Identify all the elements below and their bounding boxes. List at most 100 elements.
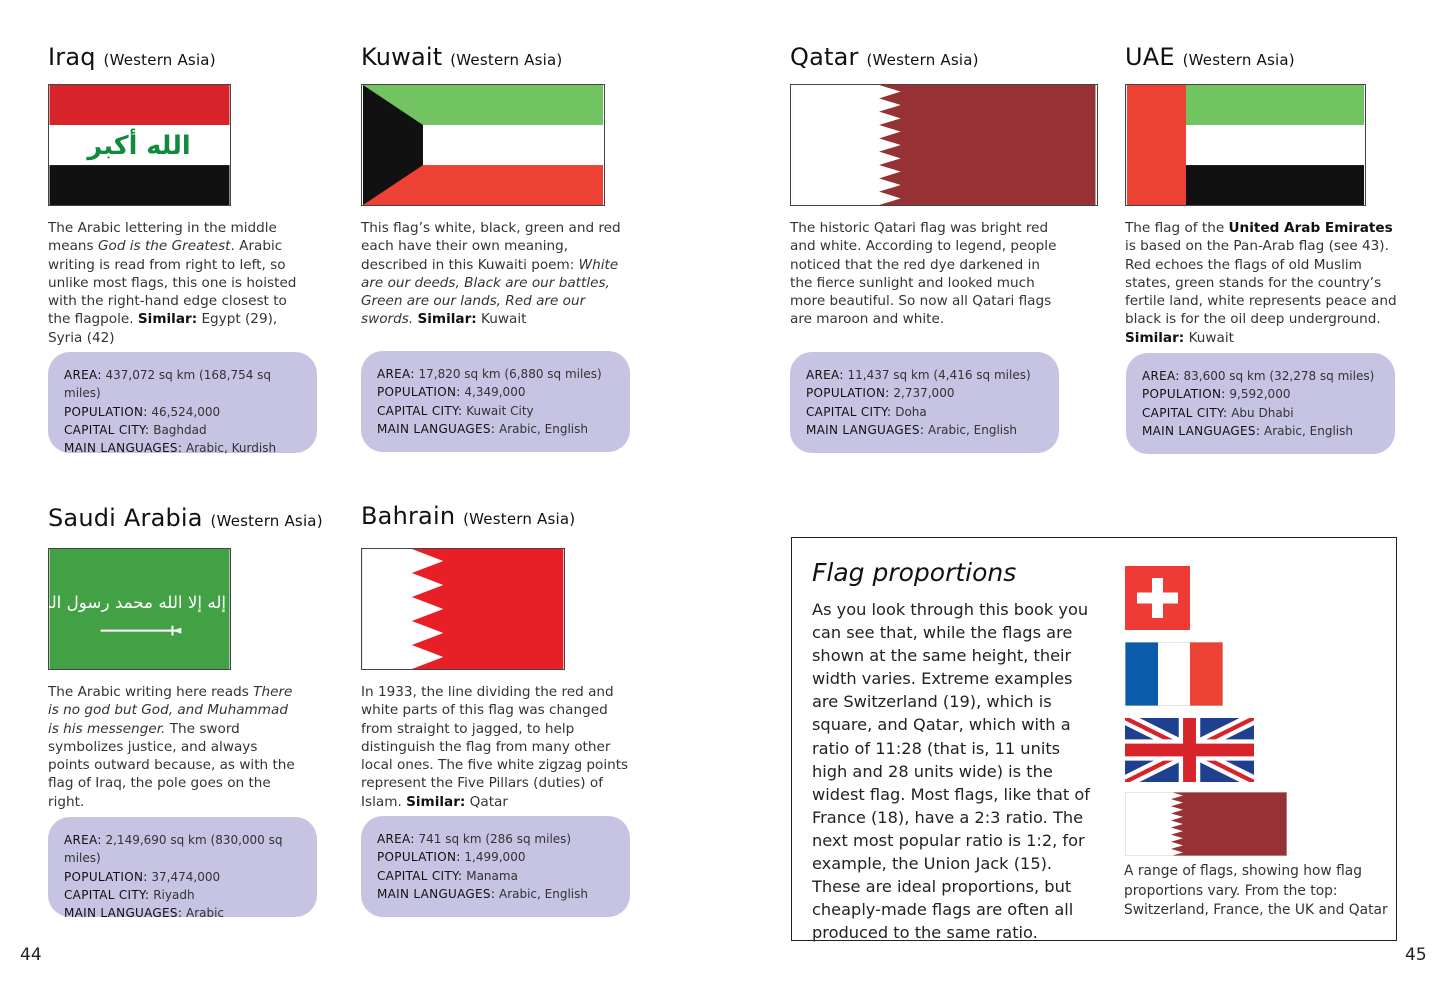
bold-text: Similar:	[137, 311, 198, 328]
fact-row: AREA: 17,820 sq km (6,880 sq miles)	[377, 365, 614, 383]
description-bahrain: In 1933, the line dividing the red and w…	[361, 683, 636, 811]
fact-value: Arabic, English	[1260, 423, 1353, 438]
fact-value: Arabic, English	[495, 886, 588, 901]
facts-kuwait: AREA: 17,820 sq km (6,880 sq miles) POPUL…	[361, 351, 630, 452]
fact-label: POPULATION:	[377, 385, 461, 400]
flag-qatar	[790, 84, 1098, 206]
fact-value: Kuwait City	[462, 403, 534, 418]
country-name: Qatar	[790, 43, 859, 71]
fact-value: Manama	[462, 868, 518, 883]
fact-label: MAIN LANGUAGES:	[377, 421, 496, 436]
page-number-right: 45	[1405, 945, 1427, 965]
text-segment: In 1933, the line dividing the red and w…	[361, 684, 629, 810]
facts-uae: AREA: 83,600 sq km (32,278 sq miles) POPU…	[1126, 353, 1395, 454]
fact-row: AREA: 437,072 sq km (168,754 sq miles)	[64, 366, 301, 403]
country-title-qatar: Qatar (Western Asia)	[790, 43, 979, 71]
fact-value: 4,349,000	[460, 385, 526, 400]
text-segment: Kuwait	[1184, 329, 1234, 346]
facts-saudi-arabia: AREA: 2,149,690 sq km (830,000 sq miles)…	[48, 817, 317, 920]
fact-value: 9,592,000	[1225, 387, 1291, 402]
fact-label: POPULATION:	[806, 386, 890, 401]
country-title-bahrain: Bahrain (Western Asia)	[361, 502, 575, 530]
fact-label: POPULATION:	[64, 869, 148, 884]
text-segment: Kuwait	[476, 311, 527, 328]
fact-label: CAPITAL CITY:	[377, 403, 463, 418]
fact-value: 37,474,000	[147, 869, 221, 884]
fact-row: POPULATION: 2,737,000	[806, 384, 1043, 402]
region-label: (Western Asia)	[463, 510, 576, 528]
description-iraq: The Arabic lettering in the middle means…	[48, 219, 310, 347]
fact-value: 83,600 sq km (32,278 sq miles)	[1179, 369, 1375, 383]
country-name: Iraq	[48, 43, 96, 71]
fact-label: AREA:	[377, 367, 415, 381]
fact-label: MAIN LANGUAGES:	[377, 886, 496, 901]
fact-label: MAIN LANGUAGES:	[64, 441, 183, 456]
fact-label: CAPITAL CITY:	[64, 422, 150, 437]
italic-text: God is the Greatest	[97, 238, 231, 255]
text-segment: The historic Qatari flag was bright red …	[790, 220, 1057, 328]
region-label: (Western Asia)	[1182, 51, 1295, 69]
fact-row: CAPITAL CITY: Baghdad	[64, 421, 301, 439]
fact-label: MAIN LANGUAGES:	[1142, 423, 1261, 438]
fact-value: Arabic, English	[495, 421, 588, 436]
text-segment: . Arabic writing is read from right to l…	[48, 238, 297, 328]
fact-row: AREA: 83,600 sq km (32,278 sq miles)	[1142, 367, 1379, 385]
fact-row: CAPITAL CITY: Manama	[377, 867, 614, 885]
fact-value: 46,524,000	[147, 404, 221, 419]
fact-row: AREA: 2,149,690 sq km (830,000 sq miles)	[64, 831, 301, 868]
fact-label: POPULATION:	[64, 404, 148, 419]
region-label: (Western Asia)	[450, 51, 563, 69]
fact-row: MAIN LANGUAGES: Arabic, English	[806, 421, 1043, 439]
text-segment: The flag of the	[1125, 220, 1229, 236]
fact-label: AREA:	[64, 368, 102, 382]
fact-value: 741 sq km (286 sq miles)	[414, 832, 572, 846]
fact-value: Arabic, Kurdish	[182, 441, 277, 456]
country-name: Bahrain	[361, 502, 456, 530]
fact-value: 17,820 sq km (6,880 sq miles)	[414, 367, 602, 381]
fact-row: AREA: 741 sq km (286 sq miles)	[377, 830, 614, 848]
panel-title: Flag proportions	[812, 558, 1017, 587]
fact-row: CAPITAL CITY: Riyadh	[64, 886, 301, 904]
fact-label: MAIN LANGUAGES:	[64, 906, 183, 921]
flag-bahrain	[361, 548, 565, 670]
fact-label: CAPITAL CITY:	[1142, 405, 1228, 420]
country-title-saudi-arabia: Saudi Arabia (Western Asia)	[48, 504, 323, 532]
fact-value: Abu Dhabi	[1227, 405, 1294, 420]
fact-label: AREA:	[1142, 369, 1180, 383]
panel-body: As you look through this book you can se…	[812, 600, 1091, 943]
italic-text: White are our deeds, Black are our battl…	[361, 256, 619, 328]
text-segment: The Arabic lettering in the middle means	[48, 220, 277, 255]
fact-value: 1,499,000	[460, 850, 526, 865]
country-title-uae: UAE (Western Asia)	[1125, 43, 1295, 71]
bold-text: Similar:	[417, 311, 477, 328]
fact-value: Arabic	[182, 906, 225, 921]
fact-row: POPULATION: 4,349,000	[377, 383, 614, 401]
text-segment: Egypt (29), Syria (42)	[48, 311, 278, 346]
fact-label: POPULATION:	[377, 850, 461, 865]
region-label: (Western Asia)	[103, 51, 216, 69]
text-segment: is based on the Pan-Arab flag (see 43). …	[1125, 238, 1397, 328]
fact-value: 437,072 sq km (168,754 sq miles)	[64, 368, 272, 401]
fact-label: POPULATION:	[1142, 387, 1226, 402]
description-uae: The flag of the United Arab Emirates is …	[1125, 219, 1405, 347]
fact-row: CAPITAL CITY: Doha	[806, 403, 1043, 421]
facts-bahrain: AREA: 741 sq km (286 sq miles) POPULATION…	[361, 816, 630, 917]
country-name: UAE	[1125, 43, 1175, 71]
flag-qatar-small	[1125, 792, 1287, 856]
flag-iraq: الله أكبر	[48, 84, 231, 206]
flag-kuwait	[361, 84, 605, 206]
fact-label: AREA:	[806, 368, 844, 382]
country-title-iraq: Iraq (Western Asia)	[48, 43, 216, 71]
flag-france	[1125, 642, 1223, 706]
fact-row: MAIN LANGUAGES: Arabic	[64, 904, 301, 922]
fact-value: Doha	[891, 404, 927, 419]
fact-value: 11,437 sq km (4,416 sq miles)	[843, 368, 1031, 382]
fact-value: 2,149,690 sq km (830,000 sq miles)	[64, 833, 283, 866]
text-segment: This flag’s white, black, green and red …	[361, 220, 621, 273]
region-label: (Western Asia)	[866, 51, 979, 69]
text-segment: The sword symbolizes justice, and always…	[48, 720, 295, 810]
flag-switzerland	[1125, 566, 1190, 630]
facts-qatar: AREA: 11,437 sq km (4,416 sq miles) POPUL…	[790, 352, 1059, 453]
fact-row: MAIN LANGUAGES: Arabic, Kurdish	[64, 439, 301, 457]
flag-proportions-panel: Flag proportions As you look through thi…	[791, 537, 1397, 943]
